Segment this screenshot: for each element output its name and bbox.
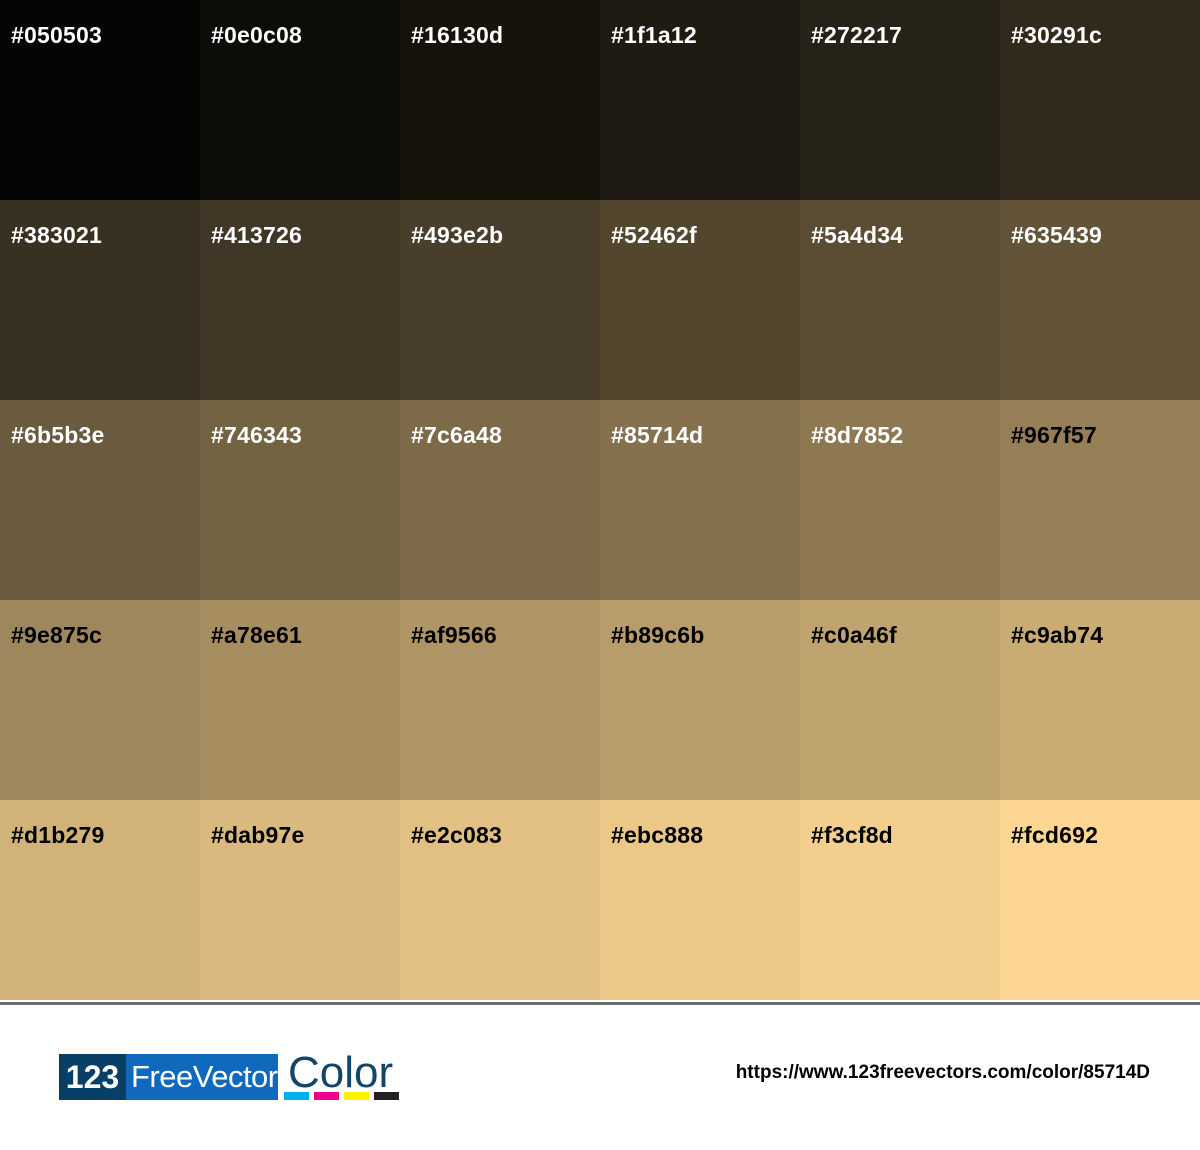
swatch-hex-label: #8d7852 xyxy=(811,422,904,448)
swatch-hex-label: #16130d xyxy=(411,22,504,48)
color-swatch[interactable]: #272217 xyxy=(800,0,1000,200)
footer-divider xyxy=(0,1002,1200,1005)
color-swatch[interactable]: #0e0c08 xyxy=(200,0,400,200)
swatch-hex-label: #a78e61 xyxy=(211,622,302,648)
swatch-hex-label: #c9ab74 xyxy=(1011,622,1104,648)
site-logo[interactable]: 123 FreeVectors Color xyxy=(59,1048,399,1100)
logo-freevectors: FreeVectors xyxy=(126,1054,293,1100)
swatch-hex-label: #f3cf8d xyxy=(811,822,893,848)
color-swatch[interactable]: #dab97e xyxy=(200,800,400,1000)
swatch-hex-label: #b89c6b xyxy=(611,622,705,648)
color-swatch[interactable]: #8d7852 xyxy=(800,400,1000,600)
swatch-hex-label: #6b5b3e xyxy=(11,422,105,448)
logo-cmyk-bars xyxy=(284,1092,399,1100)
color-swatch[interactable]: #5a4d34 xyxy=(800,200,1000,400)
swatch-hex-label: #5a4d34 xyxy=(811,222,904,248)
color-swatch[interactable]: #c9ab74 xyxy=(1000,600,1200,800)
swatch-hex-label: #fcd692 xyxy=(1011,822,1099,848)
swatch-hex-label: #635439 xyxy=(1011,222,1102,248)
color-swatch[interactable]: #e2c083 xyxy=(400,800,600,1000)
swatch-hex-label: #272217 xyxy=(811,22,902,48)
swatch-hex-label: #746343 xyxy=(211,422,302,448)
logo-color: Color xyxy=(284,1048,399,1100)
color-swatch[interactable]: #30291c xyxy=(1000,0,1200,200)
color-swatch[interactable]: #1f1a12 xyxy=(600,0,800,200)
color-swatch[interactable]: #493e2b xyxy=(400,200,600,400)
swatch-hex-label: #9e875c xyxy=(11,622,102,648)
color-swatch[interactable]: #c0a46f xyxy=(800,600,1000,800)
logo-color-text: Color xyxy=(288,1048,394,1097)
color-swatch[interactable]: #967f57 xyxy=(1000,400,1200,600)
swatch-hex-label: #ebc888 xyxy=(611,822,704,848)
swatch-hex-label: #0e0c08 xyxy=(211,22,302,48)
swatch-hex-label: #967f57 xyxy=(1011,422,1097,448)
swatch-hex-label: #413726 xyxy=(211,222,302,248)
color-swatch[interactable]: #b89c6b xyxy=(600,600,800,800)
color-swatch[interactable]: #85714d xyxy=(600,400,800,600)
swatch-hex-label: #383021 xyxy=(11,222,102,248)
logo-color-bar xyxy=(314,1092,339,1100)
color-swatch[interactable]: #635439 xyxy=(1000,200,1200,400)
color-swatch[interactable]: #d1b279 xyxy=(0,800,200,1000)
color-swatch[interactable]: #af9566 xyxy=(400,600,600,800)
swatch-hex-label: #af9566 xyxy=(411,622,497,648)
swatch-hex-label: #e2c083 xyxy=(411,822,502,848)
color-swatch[interactable]: #383021 xyxy=(0,200,200,400)
logo-color-bar xyxy=(374,1092,399,1100)
swatch-hex-label: #30291c xyxy=(1011,22,1102,48)
color-swatch[interactable]: #f3cf8d xyxy=(800,800,1000,1000)
swatch-hex-label: #dab97e xyxy=(211,822,305,848)
logo-color-bar xyxy=(284,1092,309,1100)
swatch-hex-label: #d1b279 xyxy=(11,822,105,848)
color-swatch[interactable]: #16130d xyxy=(400,0,600,200)
color-swatch[interactable]: #a78e61 xyxy=(200,600,400,800)
color-swatch[interactable]: #413726 xyxy=(200,200,400,400)
color-swatch[interactable]: #050503 xyxy=(0,0,200,200)
swatch-hex-label: #7c6a48 xyxy=(411,422,502,448)
color-swatch[interactable]: #6b5b3e xyxy=(0,400,200,600)
logo-123: 123 xyxy=(59,1054,126,1100)
swatch-hex-label: #52462f xyxy=(611,222,697,248)
color-swatch[interactable]: #fcd692 xyxy=(1000,800,1200,1000)
logo-color-bar xyxy=(344,1092,369,1100)
swatch-hex-label: #050503 xyxy=(11,22,102,48)
color-swatch[interactable]: #746343 xyxy=(200,400,400,600)
color-palette-grid: #050503 #0e0c08 #16130d #1f1a12 #272217 #3029… xyxy=(0,0,1200,1000)
color-swatch[interactable]: #9e875c xyxy=(0,600,200,800)
swatch-hex-label: #1f1a12 xyxy=(611,22,697,48)
swatch-hex-label: #c0a46f xyxy=(811,622,897,648)
swatch-hex-label: #85714d xyxy=(611,422,704,448)
swatch-hex-label: #493e2b xyxy=(411,222,504,248)
source-url[interactable]: https://www.123freevectors.com/color/857… xyxy=(735,1062,1150,1083)
color-swatch[interactable]: #ebc888 xyxy=(600,800,800,1000)
color-swatch[interactable]: #7c6a48 xyxy=(400,400,600,600)
color-swatch[interactable]: #52462f xyxy=(600,200,800,400)
